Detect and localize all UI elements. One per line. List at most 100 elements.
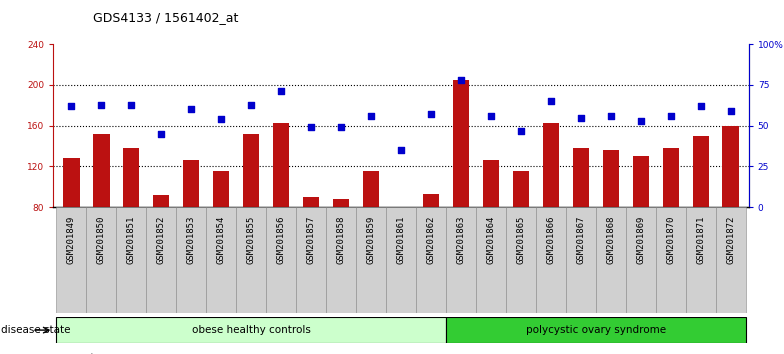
Bar	[572, 148, 589, 207]
Text: GSM201858: GSM201858	[336, 216, 346, 264]
Bar	[513, 171, 529, 207]
Bar	[273, 122, 289, 207]
Text: GSM201850: GSM201850	[96, 216, 106, 264]
Point	[224, 76, 237, 81]
Point	[455, 77, 467, 83]
Text: GSM201872: GSM201872	[726, 216, 735, 264]
Text: GSM201867: GSM201867	[576, 216, 586, 264]
Text: count: count	[66, 353, 96, 354]
Bar	[243, 134, 260, 207]
Point	[155, 131, 168, 137]
Bar	[116, 207, 147, 313]
Text: polycystic ovary syndrome: polycystic ovary syndrome	[526, 325, 666, 335]
Text: GSM201862: GSM201862	[426, 216, 435, 264]
Point	[545, 98, 557, 104]
Point	[485, 113, 497, 119]
Bar	[56, 207, 86, 313]
Bar	[446, 317, 746, 343]
Point	[695, 103, 707, 109]
Bar	[63, 158, 79, 207]
Text: GSM201861: GSM201861	[397, 216, 405, 264]
Bar	[596, 207, 626, 313]
Bar	[686, 207, 716, 313]
Bar	[536, 207, 566, 313]
Bar	[506, 207, 536, 313]
Point	[665, 113, 677, 119]
Text: GSM201865: GSM201865	[517, 216, 525, 264]
Text: GSM201870: GSM201870	[666, 216, 675, 264]
Point	[394, 147, 407, 153]
Bar	[333, 199, 350, 207]
Bar	[633, 156, 649, 207]
Bar	[326, 207, 356, 313]
Text: obese healthy controls: obese healthy controls	[192, 325, 310, 335]
Bar	[176, 207, 206, 313]
Bar	[416, 207, 446, 313]
Bar	[56, 317, 446, 343]
Point	[724, 108, 737, 114]
Point	[604, 113, 617, 119]
Text: disease state: disease state	[1, 325, 71, 335]
Bar	[603, 150, 619, 207]
Text: GSM201871: GSM201871	[696, 216, 706, 264]
Bar	[483, 160, 499, 207]
Text: GSM201864: GSM201864	[486, 216, 495, 264]
Bar	[452, 80, 469, 207]
Bar	[692, 136, 709, 207]
Bar	[266, 207, 296, 313]
Point	[634, 118, 647, 124]
Text: GSM201851: GSM201851	[127, 216, 136, 264]
Point	[95, 102, 107, 107]
Bar	[446, 207, 476, 313]
Bar	[662, 148, 679, 207]
Bar	[236, 207, 266, 313]
Point	[575, 115, 587, 120]
Point	[65, 103, 78, 109]
Bar	[716, 207, 746, 313]
Text: GSM201853: GSM201853	[187, 216, 196, 264]
Point	[275, 88, 288, 94]
Point	[125, 102, 137, 107]
Bar	[543, 122, 559, 207]
Bar	[206, 207, 236, 313]
Text: GSM201869: GSM201869	[637, 216, 645, 264]
Bar	[626, 207, 655, 313]
Bar	[476, 207, 506, 313]
Text: GSM201854: GSM201854	[216, 216, 226, 264]
Text: GSM201852: GSM201852	[157, 216, 165, 264]
Point	[185, 107, 198, 112]
Point	[514, 128, 527, 133]
Bar	[363, 171, 379, 207]
Point	[305, 125, 318, 130]
Point	[215, 116, 227, 122]
Text: GSM201868: GSM201868	[606, 216, 615, 264]
Bar	[93, 134, 110, 207]
Text: GSM201863: GSM201863	[456, 216, 466, 264]
Bar	[123, 148, 140, 207]
Bar	[147, 207, 176, 313]
Bar	[723, 126, 739, 207]
Bar	[356, 207, 386, 313]
Bar	[213, 171, 230, 207]
Text: GSM201855: GSM201855	[247, 216, 256, 264]
Text: GSM201856: GSM201856	[277, 216, 285, 264]
Text: GSM201866: GSM201866	[546, 216, 555, 264]
Text: GSM201859: GSM201859	[367, 216, 376, 264]
Point	[425, 112, 437, 117]
Point	[335, 125, 347, 130]
Bar	[183, 160, 199, 207]
Bar	[86, 207, 116, 313]
Bar	[655, 207, 686, 313]
Bar	[153, 195, 169, 207]
Bar	[386, 207, 416, 313]
Bar	[423, 194, 439, 207]
Bar	[296, 207, 326, 313]
Text: GSM201849: GSM201849	[67, 216, 76, 264]
Point	[365, 113, 377, 119]
Bar	[566, 207, 596, 313]
Text: GSM201857: GSM201857	[307, 216, 316, 264]
Bar	[303, 197, 319, 207]
Text: GDS4133 / 1561402_at: GDS4133 / 1561402_at	[93, 11, 238, 24]
Point	[224, 288, 237, 294]
Point	[245, 102, 257, 107]
